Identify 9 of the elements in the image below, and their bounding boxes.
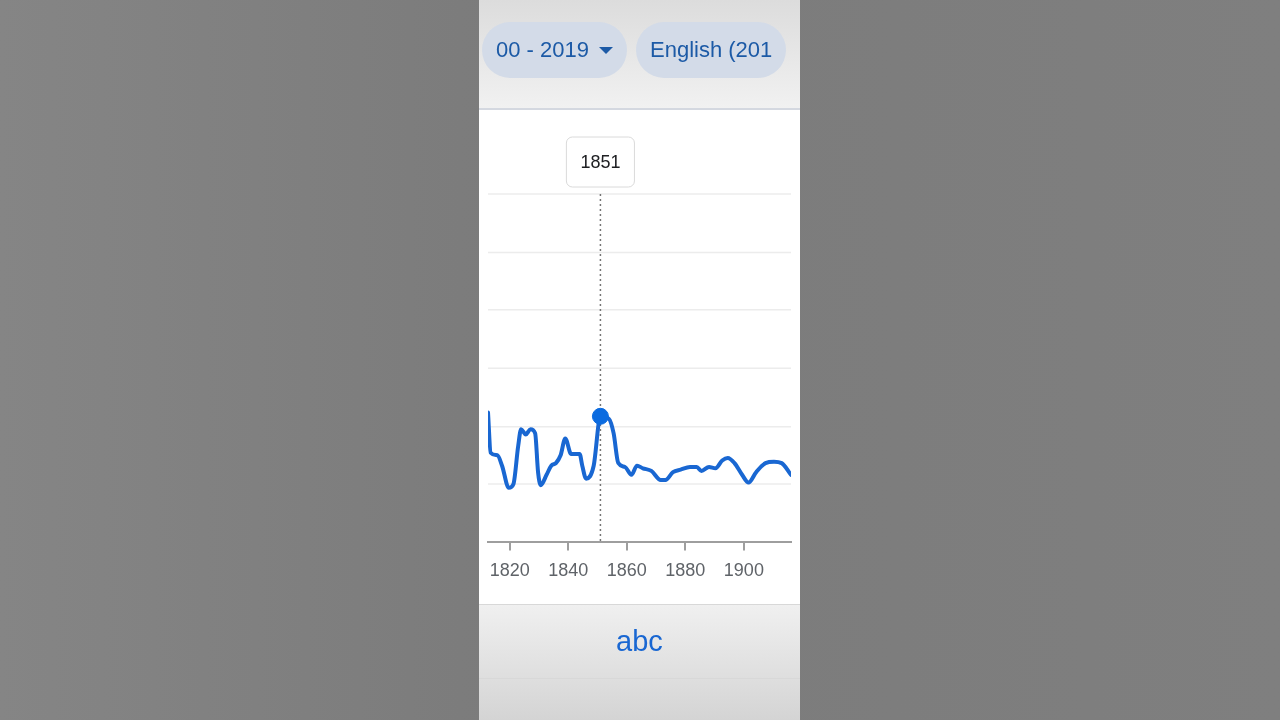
dropdown-button: English (201 bbox=[636, 22, 787, 78]
x-tick-label: 1900 bbox=[723, 560, 764, 581]
text: 1851 bbox=[580, 151, 621, 172]
text: abc bbox=[616, 625, 663, 658]
x-tick-label: 1880 bbox=[665, 560, 706, 581]
x-tick-label: 1840 bbox=[548, 560, 589, 581]
x-tick-label: 1860 bbox=[606, 560, 647, 581]
dropdown-button: 00 - 2019 bbox=[482, 22, 627, 78]
x-tick-label: 1820 bbox=[489, 560, 530, 581]
